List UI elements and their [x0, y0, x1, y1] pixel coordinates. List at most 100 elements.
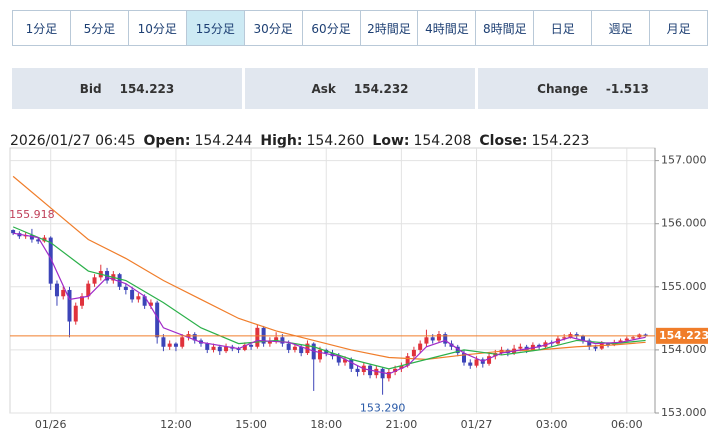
candle-body — [173, 343, 178, 347]
timeframe-tab[interactable]: 4時間足 — [418, 11, 477, 45]
candle-body — [518, 346, 523, 349]
candle-body — [148, 302, 153, 306]
candle-body — [117, 274, 122, 287]
y-tick-label: 154.000 — [661, 343, 707, 356]
ohlc-header: 2026/01/27 06:45 Open: 154.244 High: 154.260… — [10, 133, 589, 149]
candle-body — [618, 340, 623, 343]
quote-label: Ask — [311, 81, 336, 96]
candle-body — [343, 359, 348, 363]
candle-body — [418, 343, 423, 350]
datetime: 2026/01/27 06:45 — [10, 133, 136, 149]
candle-body — [267, 340, 272, 344]
candle-body — [167, 343, 172, 347]
candle-body — [411, 349, 416, 357]
timeframe-tab[interactable]: 5分足 — [70, 11, 129, 45]
quote-box: Bid 154.223 — [12, 68, 242, 109]
candle-body — [123, 286, 128, 290]
candle-body — [336, 356, 341, 363]
timeframe-tab[interactable]: 30分足 — [244, 11, 303, 45]
timeframe-tab[interactable]: 週足 — [592, 11, 651, 45]
y-tick-label: 155.000 — [661, 280, 707, 293]
candle-body — [155, 302, 160, 338]
candle-body — [537, 344, 542, 347]
timeframe-tab[interactable]: 日足 — [534, 11, 593, 45]
candle-body — [468, 362, 473, 366]
moving-average-line — [12, 175, 646, 360]
candle-body — [474, 359, 479, 366]
x-tick-label: 18:00 — [310, 418, 342, 431]
candle-body — [317, 349, 322, 360]
candle-body — [562, 337, 567, 339]
candle-body — [462, 353, 467, 363]
candle-body — [386, 371, 391, 379]
timeframe-tab[interactable]: 15分足 — [186, 11, 245, 45]
quote-value: 154.232 — [353, 81, 409, 96]
candle-body — [73, 305, 78, 322]
candle-body — [599, 343, 604, 349]
candle-body — [92, 277, 97, 284]
moving-average-line — [13, 232, 646, 375]
candle-body — [580, 336, 585, 341]
candle-body — [217, 346, 222, 352]
candle-body — [67, 289, 72, 322]
candle-body — [130, 289, 135, 300]
candle-body — [161, 337, 166, 347]
candle-body — [587, 340, 592, 347]
candle-body — [48, 237, 53, 284]
field-label: Open: — [143, 133, 191, 149]
candle-body — [430, 337, 435, 341]
candle-body — [355, 368, 360, 372]
candle-body — [380, 368, 385, 379]
candle-body — [443, 334, 448, 344]
candle-body — [487, 356, 492, 364]
candle-body — [399, 365, 404, 369]
timeframe-tab[interactable]: 1分足 — [13, 11, 71, 45]
candle-body — [29, 235, 34, 240]
candle-body — [624, 338, 629, 341]
candle-body — [249, 344, 254, 347]
x-tick-label: 15:00 — [235, 418, 267, 431]
timeframe-tab[interactable]: 2時間足 — [360, 11, 419, 45]
candle-body — [36, 239, 41, 242]
candle-body — [436, 334, 441, 341]
candle-body — [205, 343, 210, 350]
candle-body — [349, 359, 354, 369]
x-tick-label: 21:00 — [386, 418, 418, 431]
candle-body — [255, 327, 260, 347]
quote-value: -1.513 — [605, 81, 649, 96]
field-label: Low: — [372, 133, 410, 149]
timeframe-tab[interactable]: 10分足 — [128, 11, 187, 45]
candle-body — [54, 283, 59, 297]
quote-value: 154.223 — [119, 81, 175, 96]
y-tick-label: 153.000 — [661, 406, 707, 419]
field-label: Close: — [479, 133, 528, 149]
candle-body — [405, 356, 410, 366]
timeframe-tab[interactable]: 8時間足 — [476, 11, 535, 45]
field-value: 154.208 — [413, 133, 472, 149]
candle-body — [292, 346, 297, 350]
candle-body — [299, 346, 304, 354]
x-tick-label: 01/27 — [461, 418, 493, 431]
candle-body — [192, 334, 197, 341]
quote-box: Ask 154.232 — [245, 68, 475, 109]
candle-body — [280, 337, 285, 344]
candle-body — [593, 346, 598, 349]
timeframe-tab[interactable]: 月足 — [650, 11, 708, 45]
candle-body — [236, 348, 241, 350]
candle-body — [11, 230, 16, 234]
timeframe-tab[interactable]: 60分足 — [302, 11, 361, 45]
candle-body — [180, 337, 185, 347]
candle-body — [242, 344, 247, 350]
candle-body — [211, 346, 216, 350]
candle-body — [643, 334, 648, 336]
candle-body — [606, 343, 611, 345]
x-tick-label: 06:00 — [611, 418, 643, 431]
candle-body — [286, 343, 291, 350]
x-tick-label: 03:00 — [536, 418, 568, 431]
quote-bar: Bid 154.223 Ask 154.232 Change -1.513 — [12, 68, 708, 109]
price-annotation: 155.918 — [9, 208, 55, 221]
quote-box: Change -1.513 — [478, 68, 708, 109]
candle-body — [61, 289, 66, 297]
candle-body — [80, 296, 85, 306]
